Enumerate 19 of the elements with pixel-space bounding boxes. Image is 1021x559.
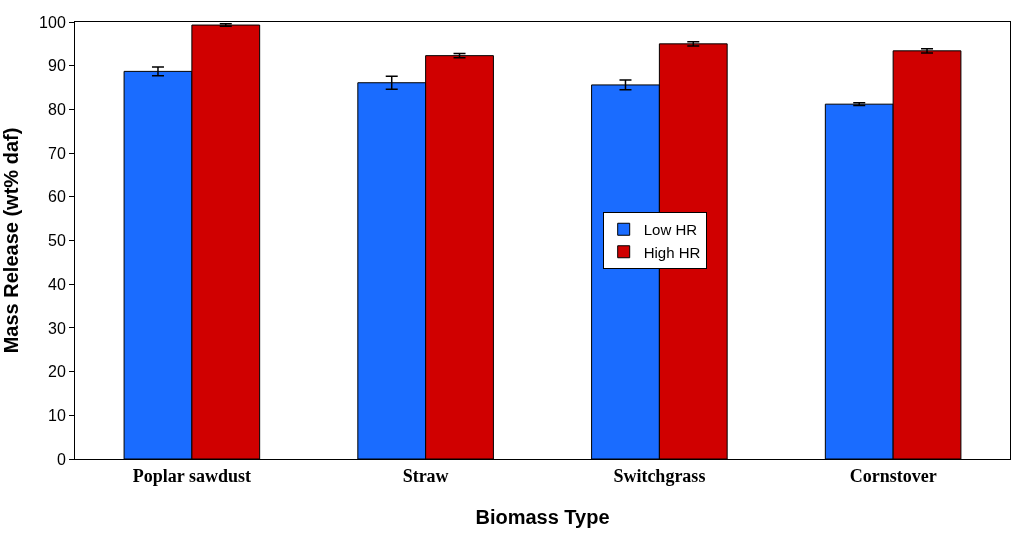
- legend-label: High HR: [643, 243, 701, 261]
- y-tick-label: 0: [56, 450, 66, 468]
- x-axis-title: Biomass Type: [475, 506, 610, 529]
- y-axis-title: Mass Release (wt% daf): [0, 127, 22, 354]
- y-tick-label: 50: [48, 232, 66, 250]
- x-tick-label: Poplar sawdust: [132, 465, 251, 486]
- y-tick-label: 100: [39, 13, 66, 31]
- y-tick-label: 10: [48, 406, 66, 424]
- y-tick-label: 90: [48, 57, 66, 75]
- legend-label: Low HR: [643, 221, 698, 239]
- y-tick-label: 30: [48, 319, 66, 337]
- y-tick-label: 60: [48, 188, 66, 206]
- y-tick-label: 80: [48, 101, 66, 118]
- x-tick-label: Switchgrass: [613, 465, 706, 486]
- y-tick-label: 40: [48, 275, 66, 293]
- x-tick-label: Cornstover: [849, 465, 937, 486]
- y-tick-label: 70: [48, 144, 66, 162]
- y-tick-label: 20: [48, 363, 66, 381]
- x-tick-label: Straw: [402, 465, 449, 486]
